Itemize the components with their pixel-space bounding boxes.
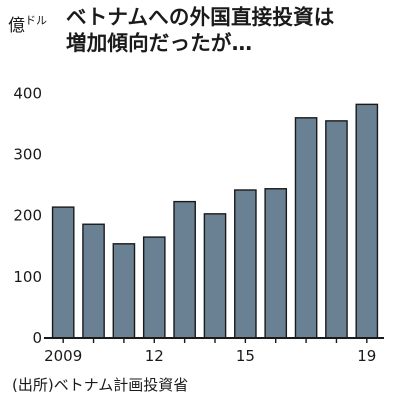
chart-title-line2: 増加傾向だったが… [66,31,253,55]
bar-2015 [234,189,257,339]
unit-small: ドル [25,14,47,27]
unit-main: 億 [8,16,25,36]
source-note: (出所)ベトナム計画投資省 [12,376,189,394]
bar-2019 [355,103,379,339]
x-tick-label: 19 [357,347,376,365]
bar-2010 [82,223,105,339]
y-axis-ticks: 0 100 200 300 400 [13,84,42,347]
y-tick-label: 0 [32,329,42,347]
bar-2009 [51,206,75,339]
x-axis-ticks: 2009 12 15 19 [44,338,376,365]
bar-2012 [142,236,166,339]
chart-title-line1: ベトナムへの外国直接投資は [66,5,335,29]
y-tick-label: 100 [13,268,42,286]
y-tick-label: 400 [13,84,42,102]
chart-title: ベトナムへの外国直接投資は 増加傾向だったが… [66,4,334,56]
bar-2011 [112,243,136,339]
bar-2016 [264,188,288,339]
x-tick-label: 15 [236,347,255,365]
bar-2018 [325,120,348,339]
y-tick-label: 200 [13,207,42,225]
y-axis-unit: 億ドル [8,10,47,37]
bar-2013 [173,200,196,339]
y-tick-label: 300 [13,146,42,164]
bars [51,103,379,339]
x-tick-label: 12 [145,347,164,365]
x-tick-label: 2009 [44,347,82,365]
bar-2017 [294,117,318,339]
bar-2014 [203,213,227,339]
